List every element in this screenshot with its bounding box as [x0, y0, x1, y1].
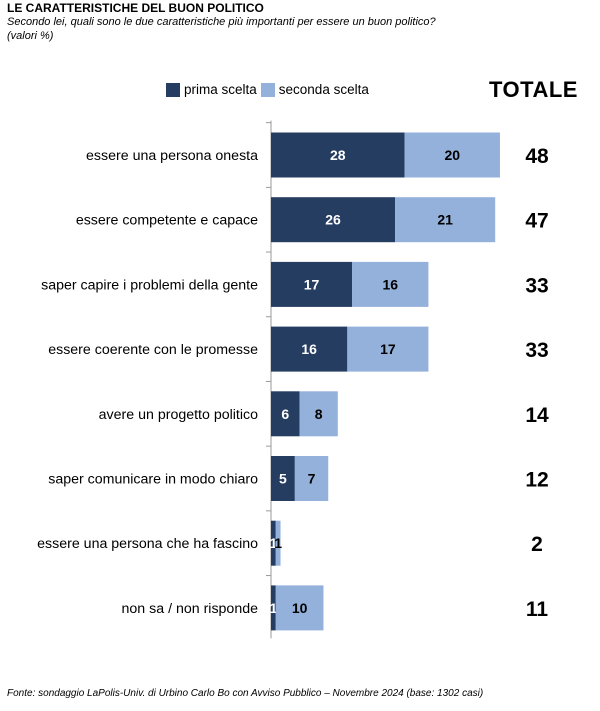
legend-swatch-seconda [260, 82, 275, 97]
total-label: 2 [531, 533, 543, 556]
data-label-prima: 17 [304, 276, 320, 292]
bar-seconda [294, 456, 329, 501]
bar-prima [271, 197, 396, 243]
data-label-prima: 1 [269, 535, 277, 551]
legend-item-seconda: seconda scelta [260, 82, 369, 97]
data-label-prima: 28 [330, 147, 346, 163]
unit-note: (valori %) [7, 30, 54, 42]
category-label: avere un progetto politico [99, 407, 258, 423]
category-label: saper comunicare in modo chiaro [48, 472, 258, 488]
bar-prima [271, 261, 353, 307]
legend-swatch-prima [166, 82, 180, 97]
bar-seconda [404, 132, 500, 178]
bar-prima [271, 326, 348, 372]
data-label-seconda: 16 [382, 276, 398, 292]
totale-header: TOTALE [489, 77, 578, 102]
category-label: essere una persona che ha fascino [37, 536, 258, 552]
category-label: non sa / non risponde [122, 601, 259, 617]
total-label: 48 [525, 145, 549, 168]
bar-prima [271, 520, 276, 566]
data-label-seconda: 17 [380, 341, 396, 357]
legend-label-prima: prima scelta [184, 82, 257, 97]
category-label: saper capire i problemi della gente [41, 277, 258, 293]
total-label: 33 [525, 274, 548, 297]
total-label: 11 [526, 598, 549, 621]
chart-title: LE CARATTERISTICHE DEL BUON POLITICO [7, 1, 264, 15]
data-label-seconda: 1 [274, 535, 282, 551]
data-label-seconda: 8 [315, 406, 323, 422]
category-label: essere una persona onesta [86, 148, 258, 164]
bar-seconda [347, 326, 429, 372]
total-label: 14 [525, 404, 549, 427]
legend: prima scelta seconda scelta [166, 82, 373, 97]
data-label-prima: 26 [325, 212, 341, 228]
bar-prima [271, 391, 300, 437]
bar-seconda [352, 261, 429, 307]
total-label: 47 [525, 210, 548, 233]
legend-item-prima: prima scelta [166, 82, 257, 97]
bar-prima [271, 585, 276, 631]
data-label-prima: 1 [269, 600, 277, 616]
data-label-prima: 6 [281, 406, 289, 422]
bar-prima [271, 132, 405, 178]
data-label-seconda: 7 [308, 471, 316, 487]
data-label-prima: 16 [301, 341, 317, 357]
data-label-seconda: 10 [292, 600, 308, 616]
bar-seconda [275, 520, 281, 566]
total-label: 12 [525, 469, 548, 492]
bar-prima [271, 456, 295, 501]
source-footer: Fonte: sondaggio LaPolis-Univ. di Urbino… [7, 688, 484, 699]
bar-seconda [299, 391, 338, 437]
category-label: essere competente e capace [76, 213, 258, 229]
category-label: essere coerente con le promesse [48, 342, 258, 358]
legend-label-seconda: seconda scelta [278, 82, 369, 97]
data-label-seconda: 21 [437, 212, 453, 228]
total-label: 33 [525, 339, 548, 362]
data-label-seconda: 20 [444, 147, 460, 163]
bar-seconda [395, 197, 496, 243]
bar-seconda [275, 585, 324, 631]
chart-subtitle: Secondo lei, quali sono le due caratteri… [7, 16, 436, 28]
data-label-prima: 5 [279, 471, 287, 487]
